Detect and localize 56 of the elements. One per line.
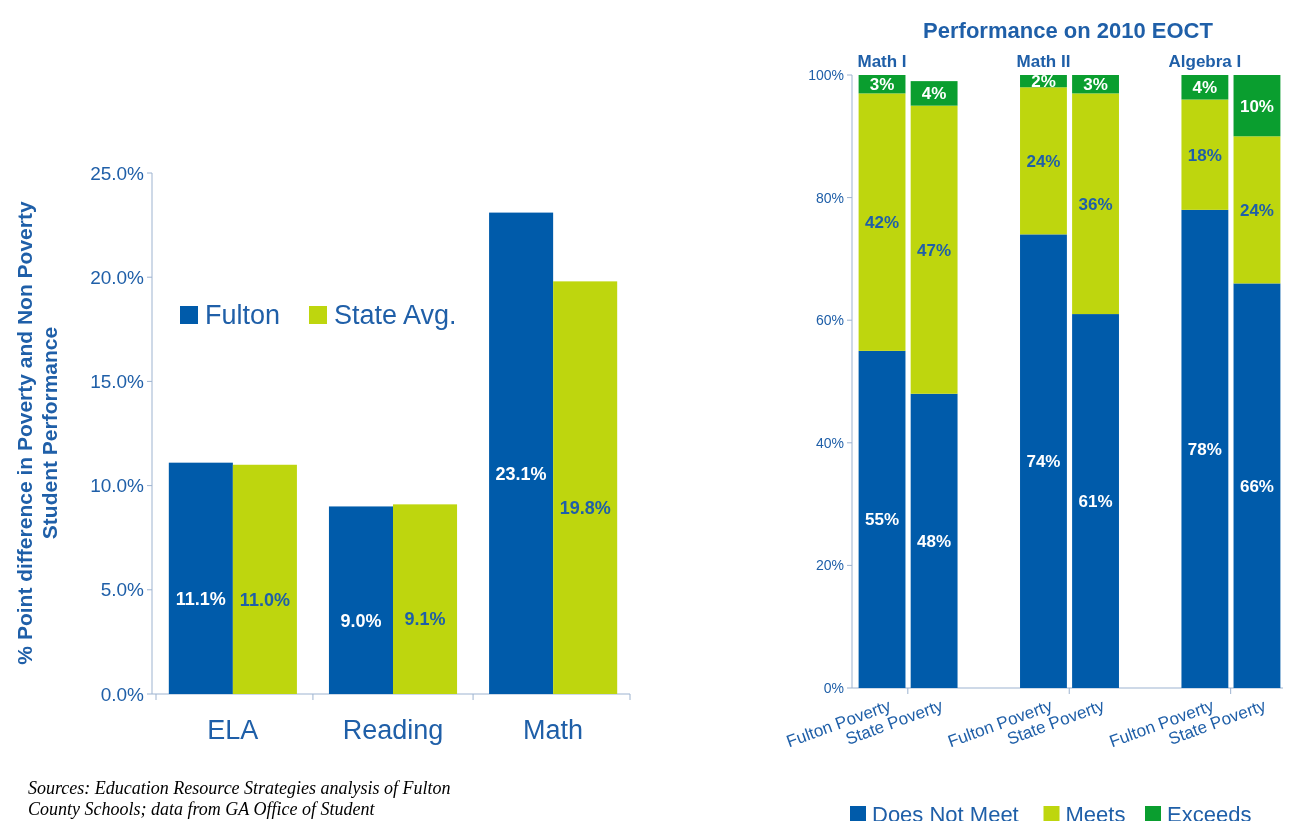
data-label: 23.1% bbox=[495, 463, 547, 484]
data-label: 4% bbox=[1192, 78, 1218, 98]
chart-title: Performance on 2010 EOCT bbox=[923, 18, 1214, 43]
text: Algebra I bbox=[1168, 52, 1242, 71]
legend-label: Meets bbox=[1065, 801, 1126, 821]
data-label: 74% bbox=[1026, 452, 1061, 472]
y-tick-label: 100% bbox=[808, 66, 844, 83]
bar bbox=[553, 281, 618, 694]
data-label: 47% bbox=[917, 240, 952, 260]
data-label: 42% bbox=[865, 213, 900, 233]
text: Math II bbox=[1016, 52, 1071, 71]
y-tick-label: 40% bbox=[815, 434, 844, 451]
bar bbox=[489, 212, 554, 694]
data-label: 61% bbox=[1078, 491, 1113, 511]
y-tick-label: 25.0% bbox=[90, 162, 145, 184]
data-label: 3% bbox=[1083, 75, 1108, 95]
x-tick-label: Reading bbox=[342, 715, 444, 745]
data-label: 66% bbox=[1239, 476, 1274, 496]
data-label: 9.0% bbox=[340, 610, 382, 631]
text: Math I bbox=[857, 52, 907, 71]
data-label: 9.1% bbox=[404, 609, 446, 630]
data-label: 78% bbox=[1187, 439, 1222, 459]
legend-label: State Avg. bbox=[334, 300, 457, 331]
data-label: 24% bbox=[1239, 200, 1274, 220]
y-tick-label: 80% bbox=[815, 189, 844, 206]
data-label: 4% bbox=[921, 84, 947, 104]
y-tick-label: 0.0% bbox=[100, 683, 145, 705]
source-note: Sources: Education Resource Strategies analysis of Fulton County Schools; data from GA Office of Student bbox=[28, 778, 451, 819]
y-tick-label: 5.0% bbox=[100, 579, 145, 601]
y-tick-label: 15.0% bbox=[90, 371, 145, 393]
y-axis-title: % Point difference in Poverty and Non Poverty Student Performance bbox=[12, 201, 62, 665]
legend-label: Fulton bbox=[205, 300, 281, 331]
y-tick-label: 0% bbox=[823, 679, 844, 696]
data-label: 48% bbox=[917, 531, 952, 551]
data-label: 36% bbox=[1078, 194, 1113, 214]
x-tick-label: ELA bbox=[207, 715, 259, 745]
y-tick-label: 20% bbox=[815, 557, 844, 574]
data-label: 11.1% bbox=[175, 588, 226, 609]
bar bbox=[393, 504, 458, 694]
legend-label: Does Not Meet bbox=[872, 801, 1019, 821]
data-label: 2% bbox=[1031, 72, 1056, 92]
legend-label: Exceeds bbox=[1167, 801, 1252, 821]
bar bbox=[168, 462, 233, 694]
data-label: 3% bbox=[869, 75, 895, 95]
data-label: 19.8% bbox=[559, 497, 611, 518]
data-label: 55% bbox=[865, 510, 900, 530]
y-tick-label: 10.0% bbox=[90, 475, 145, 497]
data-label: 24% bbox=[1026, 151, 1061, 171]
bar bbox=[328, 506, 393, 694]
x-tick-label: Math bbox=[523, 715, 584, 745]
data-label: 10% bbox=[1239, 96, 1274, 116]
y-tick-label: 60% bbox=[815, 312, 844, 329]
data-label: 11.0% bbox=[239, 589, 290, 610]
y-tick-label: 20.0% bbox=[90, 266, 145, 288]
data-label: 18% bbox=[1187, 145, 1222, 165]
bar bbox=[232, 464, 297, 694]
